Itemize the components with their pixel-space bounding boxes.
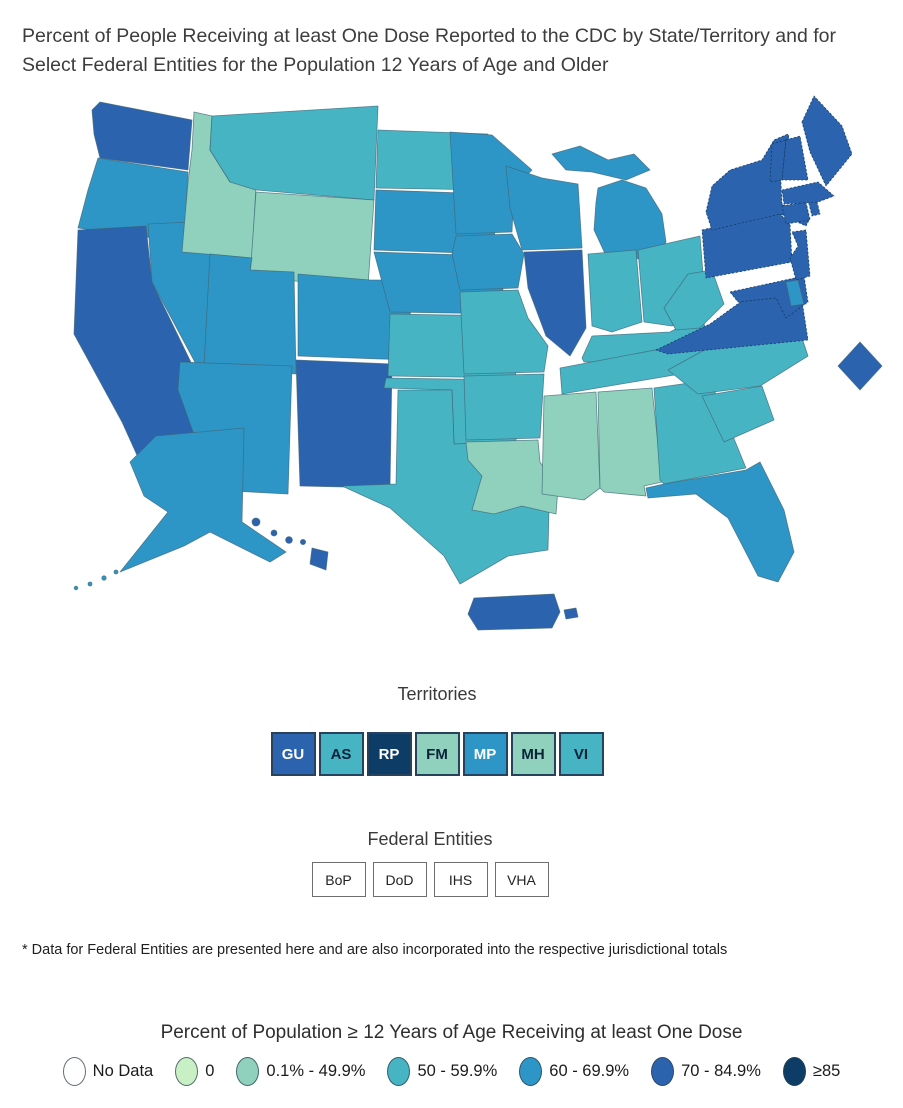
region-ms[interactable] xyxy=(541,391,601,501)
federal-label-vha: VHA xyxy=(507,871,536,888)
region-al[interactable] xyxy=(597,387,663,497)
region-wa[interactable] xyxy=(91,101,193,171)
region-fl[interactable] xyxy=(645,461,795,583)
region-va[interactable] xyxy=(655,287,809,355)
legend-item-no-data: No Data xyxy=(62,1057,154,1086)
region-ia[interactable] xyxy=(451,233,525,291)
territory-box-fm[interactable]: FM xyxy=(414,732,460,776)
territory-label-mh: MH xyxy=(521,745,545,763)
legend-swatch-50-59 xyxy=(387,1057,411,1086)
territory-label-vi: VI xyxy=(573,745,589,763)
page-title: Percent of People Receiving at least One… xyxy=(22,25,837,76)
region-wi[interactable] xyxy=(505,165,583,251)
territory-label-as: AS xyxy=(330,745,352,763)
legend-swatch-0-49 xyxy=(236,1057,260,1086)
region-nh[interactable] xyxy=(781,135,809,181)
territory-box-gu[interactable]: GU xyxy=(270,732,316,776)
legend-item-50-59: 50 - 59.9% xyxy=(387,1057,497,1086)
region-sc[interactable] xyxy=(701,385,775,443)
federal-label-bop: BoP xyxy=(325,871,352,888)
legend-item-70-84: 70 - 84.9% xyxy=(651,1057,761,1086)
legend-row: No Data 0 0.1% - 49.9% 50 - 59.9% 60 - 6… xyxy=(62,1057,841,1086)
region-in[interactable] xyxy=(587,249,643,333)
legend-swatch-no-data xyxy=(62,1057,86,1086)
territory-label-gu: GU xyxy=(281,745,305,763)
region-dc[interactable] xyxy=(837,341,883,391)
region-nm[interactable] xyxy=(295,359,393,489)
legend: Percent of Population ≥ 12 Years of Age … xyxy=(0,1022,903,1086)
legend-item-0: 0 xyxy=(175,1057,214,1086)
legend-item-85: ≥85 xyxy=(782,1057,841,1086)
legend-swatch-85 xyxy=(782,1057,806,1086)
region-mi[interactable] xyxy=(551,145,667,261)
federal-box-bop[interactable]: BoP xyxy=(311,862,366,897)
territories-row: GU AS RP FM MP MH VI xyxy=(270,732,604,776)
territory-box-as[interactable]: AS xyxy=(318,732,364,776)
legend-swatch-60-69 xyxy=(519,1057,543,1086)
region-vt[interactable] xyxy=(769,139,787,183)
federal-label-dod: DoD xyxy=(385,871,414,888)
region-ct[interactable] xyxy=(781,201,811,225)
region-wv[interactable] xyxy=(663,269,725,331)
region-ut[interactable] xyxy=(203,253,297,375)
region-tx[interactable] xyxy=(341,389,551,585)
territories-heading: Territories xyxy=(397,684,477,704)
federal-box-ihs[interactable]: IHS xyxy=(433,862,488,897)
federal-box-dod[interactable]: DoD xyxy=(372,862,427,897)
legend-label-0-49: 0.1% - 49.9% xyxy=(266,1062,366,1080)
legend-label-no-data: No Data xyxy=(92,1062,154,1080)
federal-entities-section: Federal Entities BoP DoD IHS VHA xyxy=(0,829,860,897)
federal-entities-row: BoP DoD IHS VHA xyxy=(311,862,549,897)
region-mo[interactable] xyxy=(459,289,549,375)
legend-swatch-70-84 xyxy=(651,1057,675,1086)
territory-box-rp[interactable]: RP xyxy=(366,732,412,776)
federal-box-vha[interactable]: VHA xyxy=(494,862,549,897)
territory-box-mh[interactable]: MH xyxy=(510,732,556,776)
territory-box-mp[interactable]: MP xyxy=(462,732,508,776)
legend-title: Percent of Population ≥ 12 Years of Age … xyxy=(160,1022,743,1043)
region-de[interactable] xyxy=(785,279,805,307)
territory-label-mp: MP xyxy=(473,745,497,763)
region-hi[interactable] xyxy=(251,517,329,571)
territory-label-fm: FM xyxy=(426,745,448,763)
region-me[interactable] xyxy=(801,95,853,187)
federal-entities-heading: Federal Entities xyxy=(367,829,493,849)
region-ma[interactable] xyxy=(781,181,835,205)
region-ar[interactable] xyxy=(463,373,545,441)
territory-label-rp: RP xyxy=(378,745,400,763)
legend-swatch-0 xyxy=(175,1057,199,1086)
legend-label-60-69: 60 - 69.9% xyxy=(549,1062,630,1080)
federal-label-ihs: IHS xyxy=(448,871,473,888)
region-mt[interactable] xyxy=(209,105,379,201)
region-ak[interactable] xyxy=(73,427,287,591)
region-nj[interactable] xyxy=(789,229,811,281)
legend-item-0-49: 0.1% - 49.9% xyxy=(236,1057,365,1086)
legend-label-70-84: 70 - 84.9% xyxy=(681,1062,761,1080)
legend-label-50-59: 50 - 59.9% xyxy=(417,1062,498,1080)
region-pr[interactable] xyxy=(467,593,579,631)
region-il[interactable] xyxy=(523,249,587,357)
footnote: * Data for Federal Entities are presente… xyxy=(22,942,728,958)
legend-item-60-69: 60 - 69.9% xyxy=(519,1057,629,1086)
territory-box-vi[interactable]: VI xyxy=(558,732,604,776)
us-choropleth-map xyxy=(60,90,890,665)
territories-section: Territories GU AS RP FM MP MH VI xyxy=(0,684,874,776)
legend-label-0: 0 xyxy=(205,1062,215,1080)
region-la[interactable] xyxy=(465,439,559,515)
legend-label-85: ≥85 xyxy=(812,1062,841,1080)
